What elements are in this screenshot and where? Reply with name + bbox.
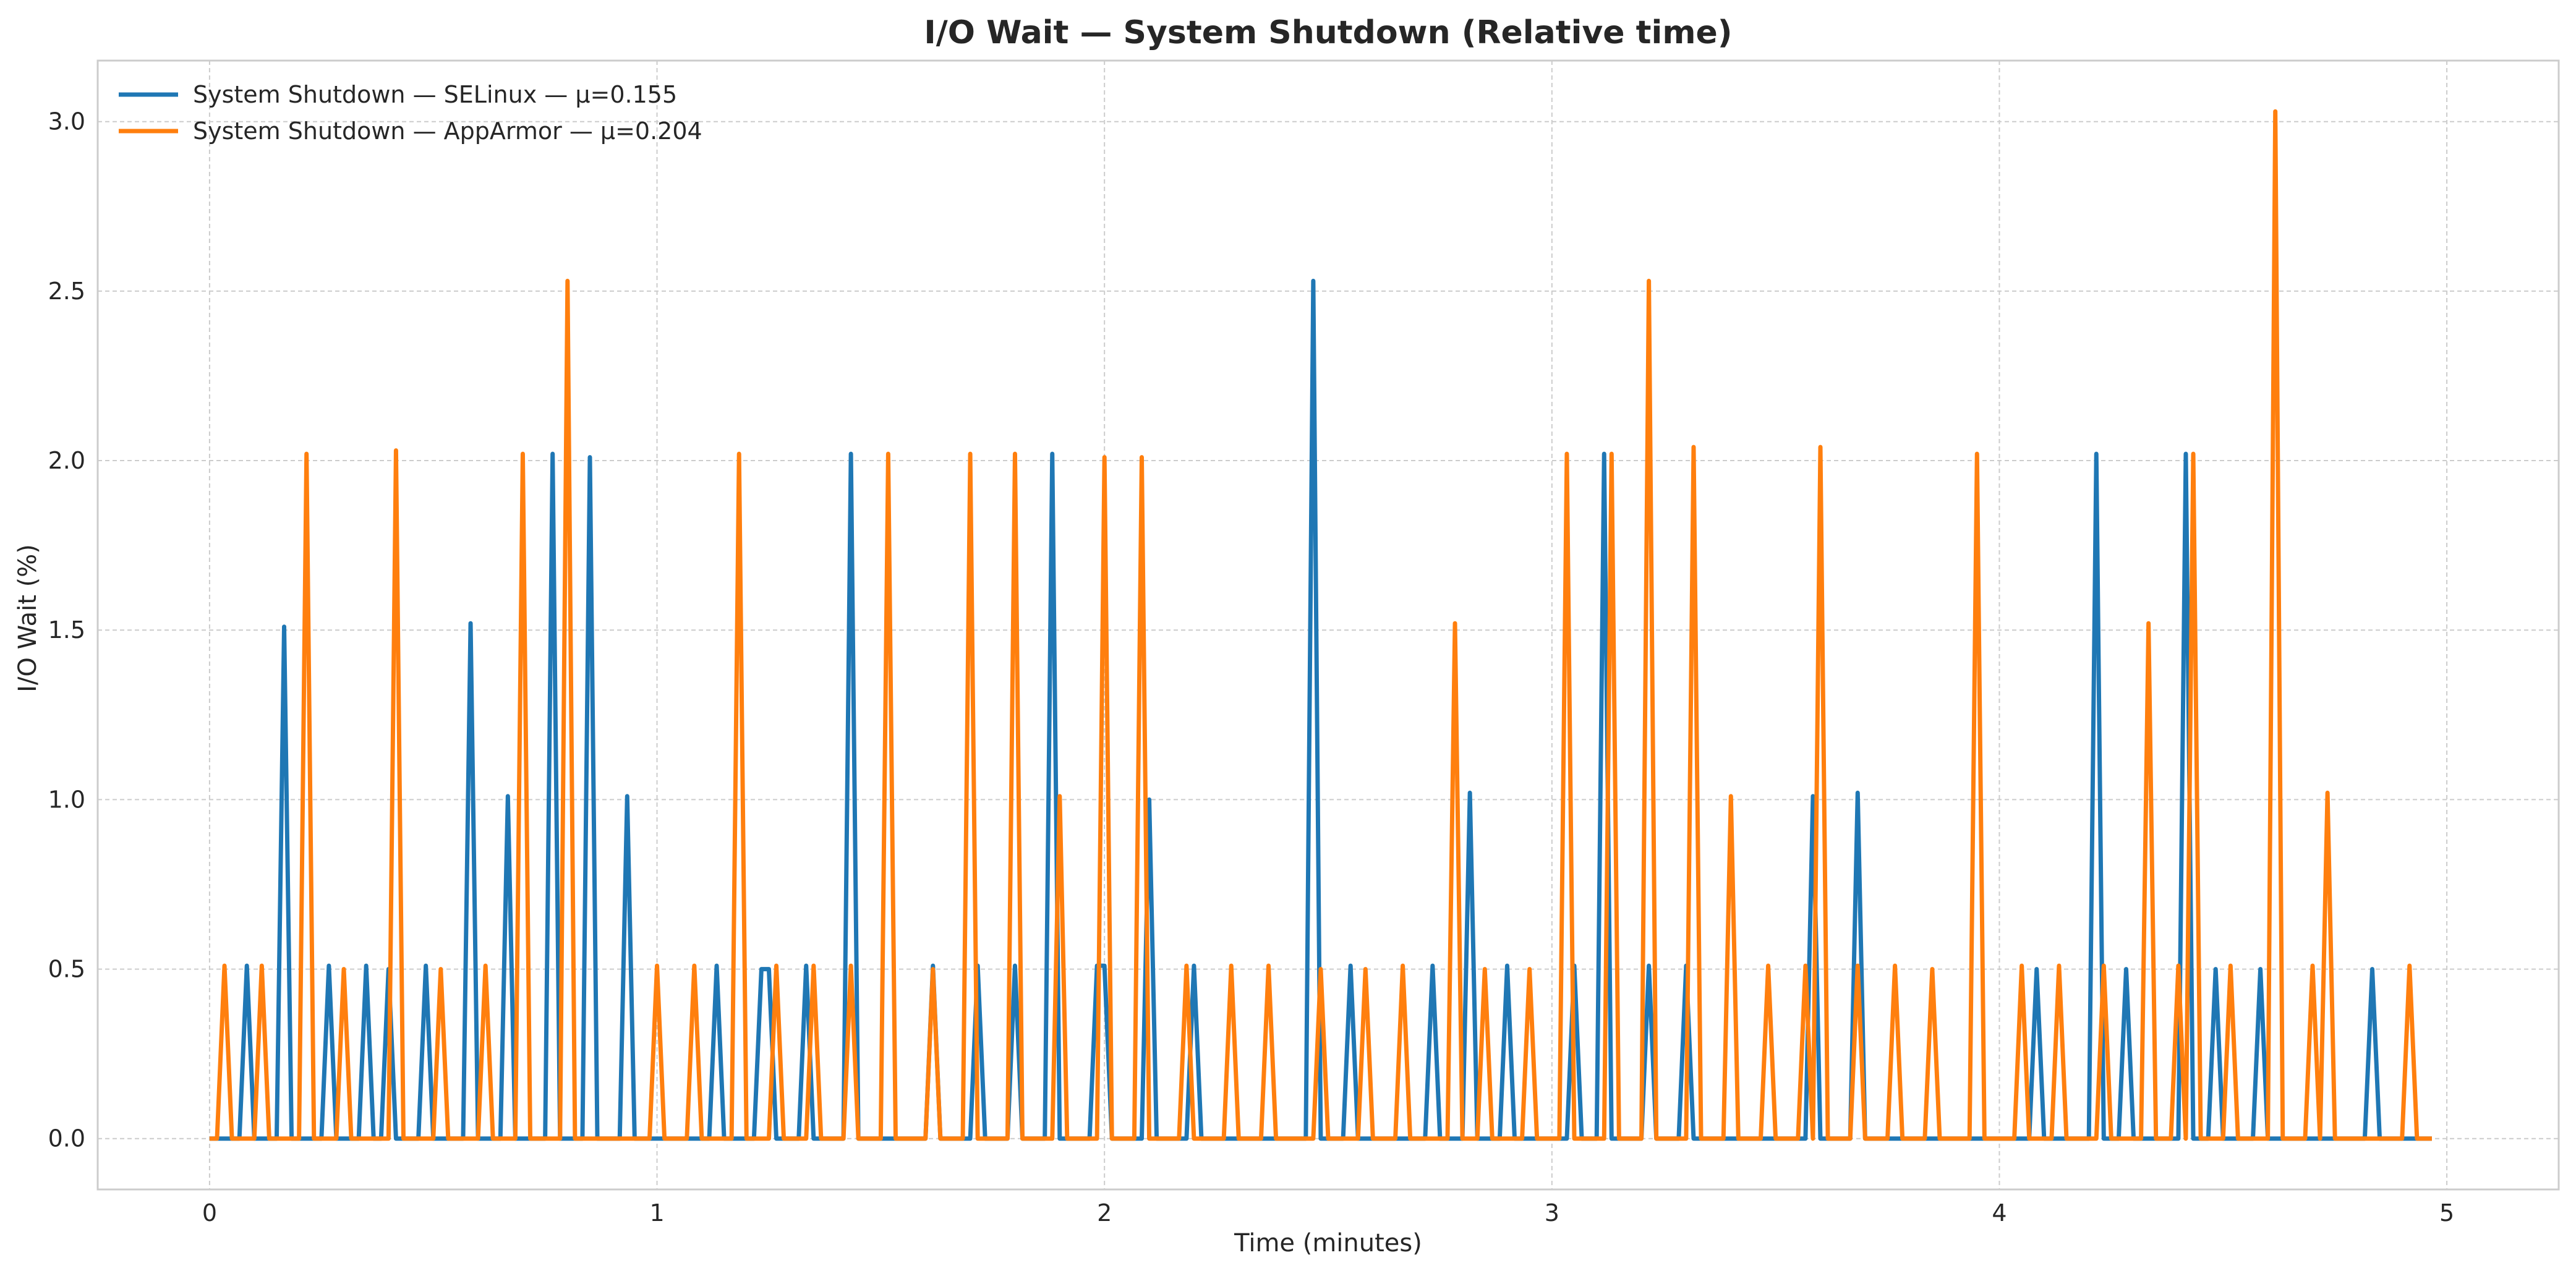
x-axis-label: Time (minutes) (1234, 1229, 1422, 1257)
plot-frame (96, 59, 2560, 1191)
y-tick-label: 3.0 (48, 108, 85, 135)
series-layer (209, 109, 2432, 1141)
y-tick-label: 0.5 (48, 956, 85, 983)
legend-label-apparmor: System Shutdown — AppArmor — μ=0.204 (193, 117, 702, 145)
y-tick-label: 1.0 (48, 786, 85, 813)
legend: System Shutdown — SELinux — μ=0.155 Syst… (119, 81, 702, 145)
x-tick-label: 1 (649, 1199, 664, 1227)
x-tick-label: 3 (1545, 1199, 1559, 1227)
legend-label-selinux: System Shutdown — SELinux — μ=0.155 (193, 81, 677, 108)
y-tick-label: 0.0 (48, 1125, 85, 1152)
x-tick-labels: 0 1 2 3 4 5 (202, 1199, 2454, 1227)
y-tick-labels: 0.0 0.5 1.0 1.5 2.0 2.5 3.0 (48, 108, 85, 1152)
series-line-apparmor (209, 109, 2432, 1141)
y-tick-label: 2.5 (48, 278, 85, 305)
x-tick-label: 4 (1992, 1199, 2007, 1227)
x-tick-label: 2 (1097, 1199, 1112, 1227)
y-tick-label: 2.0 (48, 447, 85, 474)
y-axis-label: I/O Wait (%) (14, 544, 42, 692)
chart-title: I/O Wait — System Shutdown (Relative tim… (924, 14, 1732, 51)
y-tick-label: 1.5 (48, 616, 85, 644)
x-tick-label: 0 (202, 1199, 217, 1227)
x-tick-label: 5 (2439, 1199, 2454, 1227)
